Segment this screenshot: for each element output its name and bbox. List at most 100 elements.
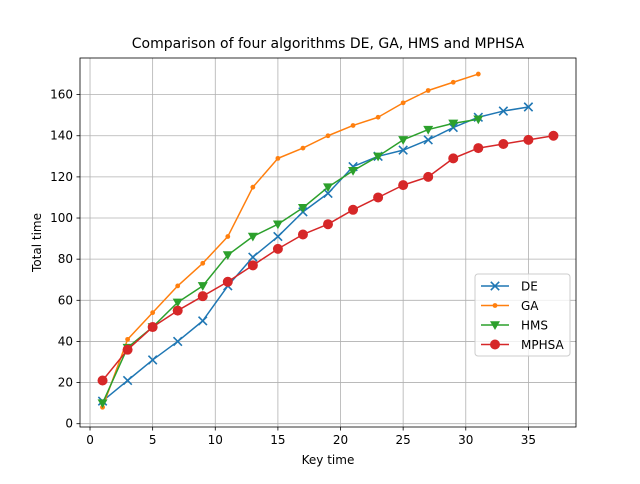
data-point-mphsa <box>197 291 208 302</box>
data-point-de-stroke <box>423 135 433 145</box>
data-point-de <box>147 355 158 365</box>
data-point-ga <box>125 336 130 342</box>
data-point-hms <box>473 115 484 125</box>
data-point-ga <box>200 260 206 266</box>
data-point-hms <box>373 152 384 162</box>
legend-label-mphsa: MPHSA <box>521 338 564 352</box>
series-ga <box>100 71 481 410</box>
data-point-hms <box>398 136 409 145</box>
data-point-ga <box>300 145 306 151</box>
data-point-de-stroke <box>398 145 408 155</box>
data-point-de <box>323 188 333 199</box>
data-point-de <box>498 106 509 116</box>
data-point-mphsa <box>473 143 484 154</box>
data-point-de-stroke <box>273 231 283 242</box>
data-point-ga <box>275 155 281 161</box>
data-point-de-stroke <box>523 102 534 112</box>
data-point-mphsa <box>122 344 133 355</box>
legend-marker-de <box>490 281 500 291</box>
series-line-ga <box>101 73 479 408</box>
y-tick-label: 160 <box>50 88 73 102</box>
data-point-hms <box>172 298 183 308</box>
data-point-ga <box>475 71 481 77</box>
data-point-mphsa <box>323 219 333 230</box>
x-tick-label: 35 <box>521 433 536 447</box>
data-point-mphsa <box>172 305 183 316</box>
y-tick-label: 60 <box>58 293 73 307</box>
chart-title: Comparison of four algorithms DE, GA, HM… <box>132 36 525 52</box>
data-point-ga <box>250 184 256 190</box>
data-point-mphsa <box>523 134 534 145</box>
data-point-hms <box>272 220 283 230</box>
data-point-de-stroke <box>197 316 208 326</box>
series-line-hms <box>101 118 479 404</box>
series-mphsa <box>97 130 559 386</box>
data-point-hms <box>348 166 359 176</box>
legend-marker-de-stroke <box>490 281 500 291</box>
data-point-ga <box>225 234 231 239</box>
x-tick-label: 15 <box>270 433 285 447</box>
legend-frame <box>474 273 571 357</box>
data-point-de <box>523 102 534 112</box>
legend-item-de: DE <box>481 280 538 294</box>
data-point-de-stroke <box>248 252 258 262</box>
data-point-mphsa <box>448 153 459 164</box>
x-axis-title: Key time <box>302 453 355 467</box>
data-point-ga <box>325 133 331 139</box>
data-point-de <box>273 231 283 242</box>
data-point-de-stroke <box>498 106 509 116</box>
data-point-hms <box>297 203 308 213</box>
data-point-hms <box>247 232 258 242</box>
legend: DE GA HMS MPHSA <box>474 273 571 357</box>
data-point-de-stroke <box>172 336 183 347</box>
legend-label-de: DE <box>521 280 538 294</box>
x-tick-label: 0 <box>86 433 94 447</box>
legend-marker-ga <box>492 303 498 308</box>
data-point-mphsa <box>423 171 434 182</box>
data-point-hms <box>222 251 233 261</box>
data-point-mphsa <box>373 192 384 203</box>
y-tick-label: 120 <box>50 170 73 184</box>
data-point-hms <box>97 399 108 409</box>
data-point-mphsa <box>548 130 559 141</box>
data-point-mphsa <box>498 138 509 149</box>
data-point-hms <box>423 125 434 135</box>
data-point-mphsa <box>348 204 359 215</box>
x-tick-label: 5 <box>149 433 157 447</box>
x-tick-label: 10 <box>208 433 223 447</box>
data-point-mphsa <box>97 375 108 386</box>
y-tick-label: 0 <box>65 417 73 431</box>
data-point-mphsa <box>272 243 283 254</box>
data-point-de-stroke <box>323 188 333 199</box>
data-point-de-stroke <box>122 375 133 386</box>
data-point-ga <box>400 100 406 106</box>
data-point-ga <box>450 79 456 85</box>
y-tick-label: 100 <box>50 211 73 225</box>
data-point-de <box>197 316 208 326</box>
data-point-de <box>122 375 133 386</box>
data-point-de <box>248 252 258 262</box>
data-point-ga <box>425 88 431 93</box>
data-point-mphsa <box>297 229 308 240</box>
plot-area-frame <box>79 57 577 428</box>
x-tick-label: 20 <box>333 433 348 447</box>
data-point-de <box>172 336 183 347</box>
y-tick-label: 20 <box>58 376 73 390</box>
data-point-ga <box>375 114 381 120</box>
y-axis-title: Total time <box>30 213 44 273</box>
data-point-hms <box>448 119 459 129</box>
grid <box>80 58 576 427</box>
data-point-ga <box>150 310 156 316</box>
legend-marker-mphsa <box>490 339 500 350</box>
series-group <box>97 71 559 410</box>
legend-item-hms: HMS <box>481 319 548 333</box>
data-point-de <box>398 145 408 155</box>
axis-ticks: 0 5 10 15 20 25 30 35 0 20 40 60 80 100 120 140 160 <box>50 88 536 447</box>
data-point-hms <box>197 282 208 291</box>
data-point-mphsa <box>247 260 258 271</box>
data-point-mphsa <box>222 276 233 287</box>
data-point-hms <box>323 183 333 193</box>
